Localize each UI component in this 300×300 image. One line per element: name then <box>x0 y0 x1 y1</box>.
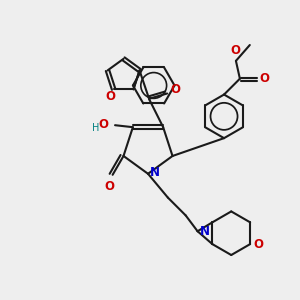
Text: O: O <box>106 90 116 103</box>
Text: O: O <box>230 44 240 57</box>
Text: O: O <box>260 72 270 85</box>
Text: O: O <box>253 238 263 250</box>
Text: H: H <box>92 123 99 133</box>
Text: N: N <box>150 166 160 179</box>
Text: O: O <box>105 180 115 193</box>
Text: O: O <box>170 83 180 96</box>
Text: N: N <box>200 225 209 238</box>
Text: O: O <box>98 118 108 131</box>
